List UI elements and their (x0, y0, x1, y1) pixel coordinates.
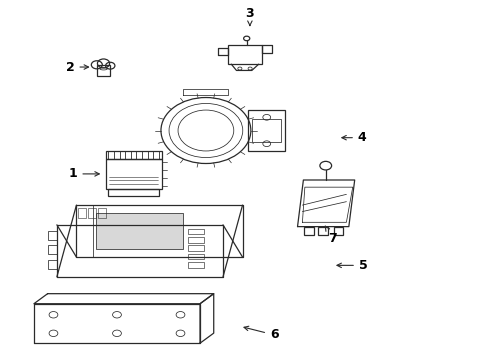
Bar (98, 208, 106, 218)
Bar (97, 213, 183, 249)
Bar (78, 208, 86, 218)
Bar (334, 226, 343, 234)
Bar (188, 237, 204, 243)
Bar (228, 45, 262, 64)
Text: 2: 2 (66, 60, 89, 73)
Bar (188, 229, 204, 234)
Bar (98, 65, 110, 76)
Bar (188, 262, 204, 268)
Text: 6: 6 (244, 326, 279, 341)
Bar (248, 110, 285, 151)
Bar (88, 208, 97, 218)
Text: 1: 1 (69, 167, 99, 180)
Bar (304, 226, 314, 234)
Text: 7: 7 (325, 226, 337, 244)
Bar (48, 230, 57, 240)
Bar (252, 119, 281, 142)
Bar (188, 254, 204, 259)
Bar (108, 189, 159, 195)
Bar (188, 245, 204, 251)
Text: 4: 4 (342, 131, 367, 144)
Bar (318, 226, 328, 234)
Bar (48, 245, 57, 255)
Text: 5: 5 (337, 259, 368, 272)
Bar (105, 159, 162, 189)
Text: 3: 3 (245, 7, 254, 26)
Bar (48, 260, 57, 269)
Bar (105, 152, 162, 159)
